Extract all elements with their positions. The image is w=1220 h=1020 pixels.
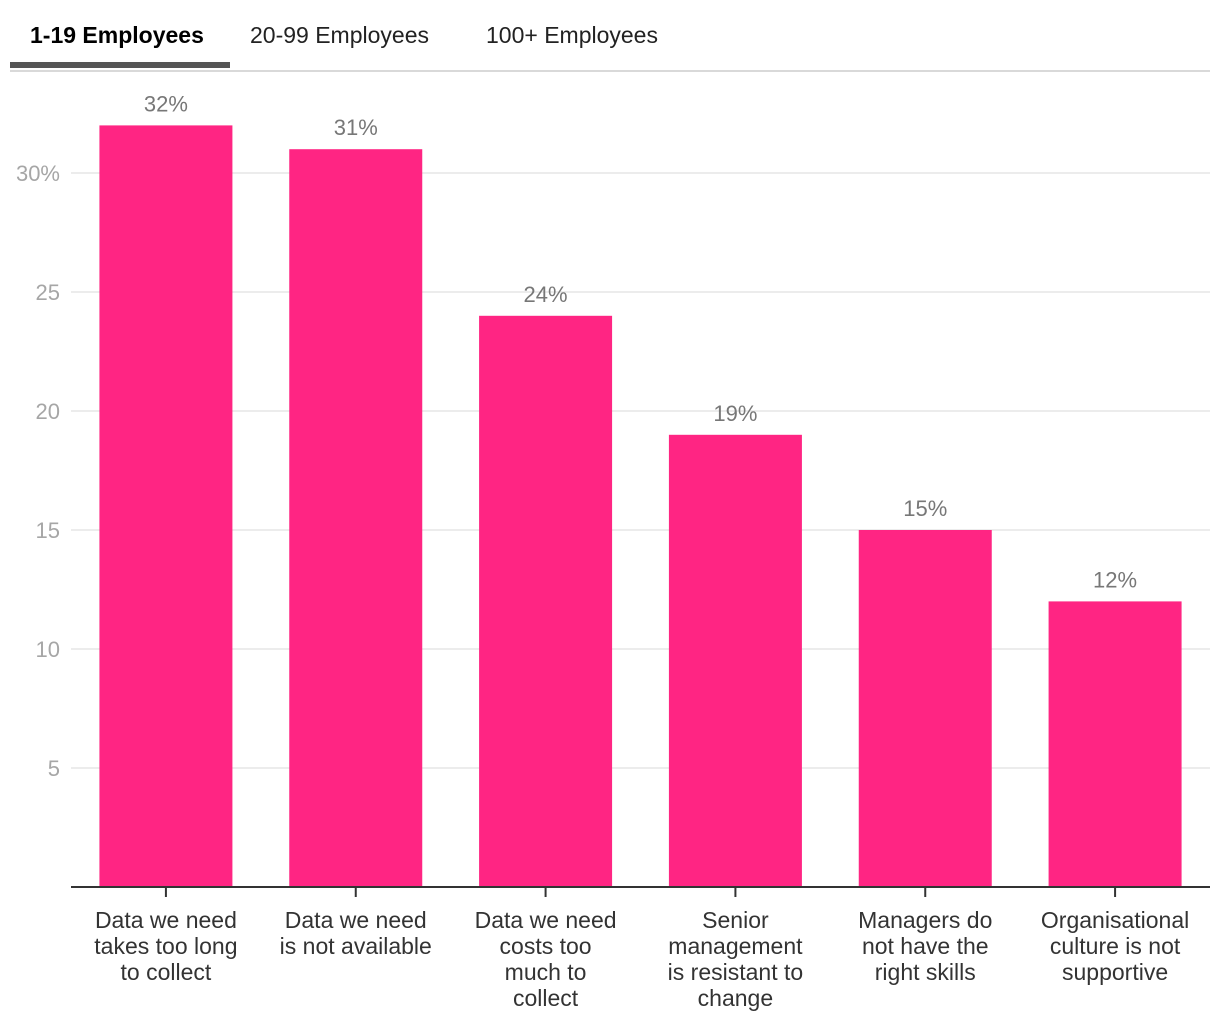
x-category-label: Managers do bbox=[858, 907, 992, 933]
tab-100-plus-employees[interactable]: 100+ Employees bbox=[486, 22, 658, 48]
y-tick-label: 5 bbox=[48, 756, 60, 781]
x-category-label: not have the bbox=[862, 933, 989, 959]
x-category-label: takes too long bbox=[94, 933, 237, 959]
x-category-label: Organisational bbox=[1041, 907, 1189, 933]
x-category-label: supportive bbox=[1062, 959, 1168, 985]
y-tick-label: 20 bbox=[36, 399, 60, 424]
bar bbox=[99, 125, 233, 887]
bar-value-label: 32% bbox=[144, 91, 188, 116]
y-tick-label: 10 bbox=[36, 637, 60, 662]
x-category-label: Data we need bbox=[285, 907, 427, 933]
tab-20-99-employees[interactable]: 20-99 Employees bbox=[250, 22, 429, 48]
x-category-label: collect bbox=[513, 985, 579, 1011]
x-category-label: to collect bbox=[121, 959, 212, 985]
y-tick-label: 30% bbox=[16, 161, 60, 186]
x-category-label: much to bbox=[505, 959, 587, 985]
x-category-label: is resistant to bbox=[668, 959, 804, 985]
bar bbox=[479, 315, 613, 887]
bar-value-label: 12% bbox=[1093, 567, 1137, 592]
bar-value-label: 24% bbox=[524, 282, 568, 307]
bar bbox=[1048, 601, 1182, 887]
x-category-label: management bbox=[668, 933, 803, 959]
bar bbox=[289, 149, 423, 887]
x-category-label: Senior bbox=[702, 907, 769, 933]
y-tick-label: 15 bbox=[36, 518, 60, 543]
x-category-label: change bbox=[698, 985, 773, 1011]
bar-value-label: 31% bbox=[334, 115, 378, 140]
y-tick-label: 25 bbox=[36, 280, 60, 305]
employee-size-tabs: 1-19 Employees 20-99 Employees 100+ Empl… bbox=[10, 0, 1210, 72]
bar-value-label: 15% bbox=[903, 496, 947, 521]
bar bbox=[858, 530, 992, 887]
bar-value-label: 19% bbox=[713, 401, 757, 426]
bar bbox=[668, 434, 802, 887]
x-category-label: Data we need bbox=[475, 907, 617, 933]
x-category-label: culture is not bbox=[1050, 933, 1181, 959]
tab-1-19-employees[interactable]: 1-19 Employees bbox=[30, 22, 204, 48]
x-category-label: costs too bbox=[500, 933, 592, 959]
x-category-label: is not available bbox=[280, 933, 432, 959]
x-category-label: Data we need bbox=[95, 907, 237, 933]
active-tab-indicator bbox=[10, 62, 230, 68]
x-category-label: right skills bbox=[875, 959, 976, 985]
